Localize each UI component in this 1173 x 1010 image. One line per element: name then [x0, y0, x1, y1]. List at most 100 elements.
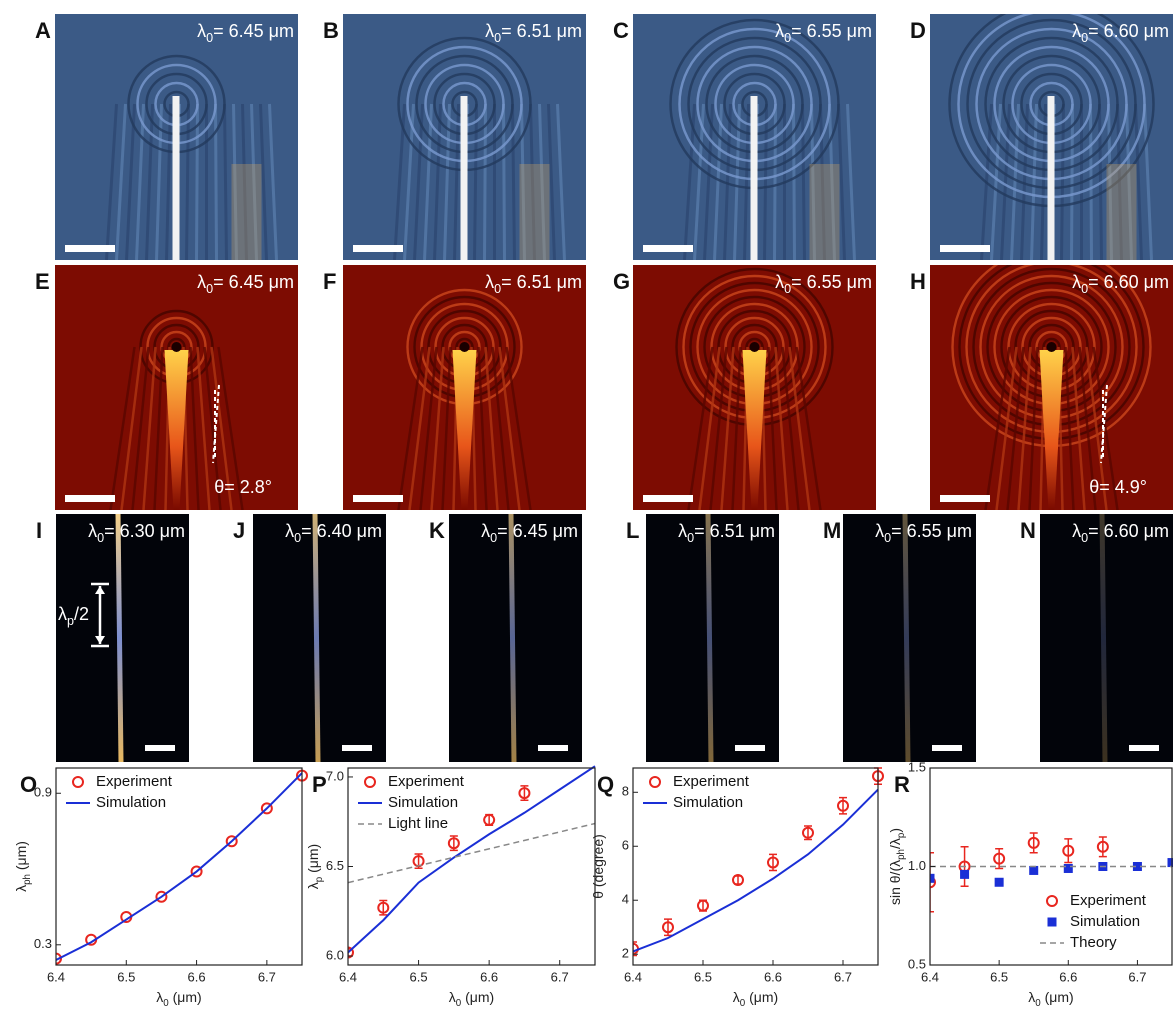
fringe — [232, 103, 238, 260]
glow — [1106, 164, 1137, 260]
x-tick-label: 6.5 — [694, 969, 712, 984]
marker — [1029, 865, 1039, 875]
fringe — [801, 103, 806, 260]
fringe — [498, 346, 521, 510]
fringe — [483, 103, 487, 260]
wavelength-label-part: 0 — [206, 31, 213, 45]
x-axis-label-part: λ — [156, 989, 163, 1005]
angle-label: θ= 4.9° — [1089, 477, 1147, 497]
marker — [1062, 844, 1075, 857]
fringe — [1107, 103, 1113, 260]
fringe — [1070, 103, 1074, 260]
marker — [662, 921, 674, 934]
wavelength-label-part: 0 — [494, 282, 501, 296]
y-axis-label-part: λ — [13, 885, 29, 892]
x-tick-label: 6.6 — [188, 969, 206, 984]
fringe — [810, 103, 816, 260]
y-tick-label: 7.0 — [326, 768, 344, 783]
rod — [115, 514, 124, 762]
fringe — [502, 103, 506, 260]
wavelength-label: λ0= 6.45 μm — [481, 521, 578, 546]
panel-letter: A — [35, 18, 51, 43]
x-axis-label-part: λ — [449, 989, 456, 1005]
y-tick-label: 0.5 — [908, 956, 926, 971]
fringe — [837, 103, 846, 260]
panel-letter: Q — [597, 772, 614, 797]
fringe — [1006, 346, 1025, 510]
y-tick-label: 0.3 — [34, 936, 52, 951]
fringe — [984, 346, 1011, 510]
image-panel — [55, 14, 298, 260]
marker — [1063, 863, 1073, 873]
fringe — [687, 346, 714, 510]
y-tick-label: 0.9 — [34, 785, 52, 800]
fringe — [1000, 103, 1011, 260]
fringe — [142, 346, 157, 510]
scale-bar — [1129, 745, 1159, 751]
wavelength-label-part: 0 — [1081, 282, 1088, 296]
fringe — [1085, 346, 1108, 510]
wavelength-label-part: 0 — [97, 531, 104, 545]
fringe — [703, 103, 714, 260]
rod — [705, 514, 714, 762]
y-axis-label-part: λ — [305, 882, 321, 889]
wavelength-label-part: 0 — [1081, 31, 1088, 45]
x-tick-label: 6.7 — [1128, 969, 1146, 984]
image-panel — [343, 265, 586, 510]
x-axis-label-part: (μm) — [461, 989, 494, 1005]
scale-bar — [932, 745, 962, 751]
error-bar — [1098, 836, 1107, 858]
marker — [994, 877, 1004, 887]
wavelength-label: λ0= 6.51 μm — [678, 521, 775, 546]
scale-bar — [353, 495, 403, 502]
fringe — [693, 103, 705, 260]
panel-letter: R — [894, 772, 910, 797]
fringe — [1060, 103, 1065, 260]
error-bar — [1064, 838, 1073, 864]
arrow-head — [95, 636, 105, 644]
plot — [56, 769, 308, 965]
y-tick-label: 2 — [622, 946, 629, 961]
fringe — [115, 103, 127, 260]
marker — [348, 946, 354, 959]
rod — [1047, 96, 1055, 260]
x-axis-label-part: (μm) — [745, 989, 778, 1005]
fringe — [1078, 346, 1097, 510]
fringe — [774, 346, 789, 510]
x-tick-label: 6.5 — [410, 969, 428, 984]
marker — [1167, 858, 1173, 868]
x-tick-label: 6.4 — [339, 969, 357, 984]
scale-bar — [643, 245, 693, 252]
fringe — [1092, 346, 1119, 510]
fringe — [441, 346, 452, 510]
plot — [930, 832, 1173, 913]
plot-frame — [632, 767, 879, 966]
angle-label: θ= 2.8° — [214, 477, 272, 497]
line — [348, 765, 596, 954]
fringe — [556, 103, 566, 260]
legend-label: Light line — [388, 815, 448, 832]
fringe — [135, 103, 145, 260]
legend-label: Experiment — [388, 773, 465, 790]
y-tick-label: 6.0 — [326, 947, 344, 962]
wavelength-label: λ0= 6.55 μm — [775, 272, 872, 297]
image-panel — [253, 514, 386, 762]
fringe — [773, 103, 777, 260]
rod — [172, 96, 180, 260]
fringe — [720, 346, 735, 510]
fringe — [828, 103, 836, 260]
wavelength-label-part: λ — [485, 21, 494, 41]
scale-bar — [940, 245, 990, 252]
y-axis-label: λph (μm) — [13, 841, 33, 892]
fringe — [453, 103, 460, 260]
panel-letter: L — [626, 518, 639, 543]
rod — [312, 514, 321, 762]
panel-letter: F — [323, 269, 336, 294]
wavelength-label: λ0= 6.45 μm — [197, 272, 294, 297]
fringe — [408, 346, 431, 510]
wavelength-label-part: = 6.45 μm — [213, 272, 294, 292]
marker — [260, 802, 273, 815]
wavelength-label-part: λ — [485, 272, 494, 292]
y-axis-label: sin θ/(λph/λp) — [887, 828, 907, 905]
wavelength-label: λ0= 6.45 μm — [197, 21, 294, 46]
